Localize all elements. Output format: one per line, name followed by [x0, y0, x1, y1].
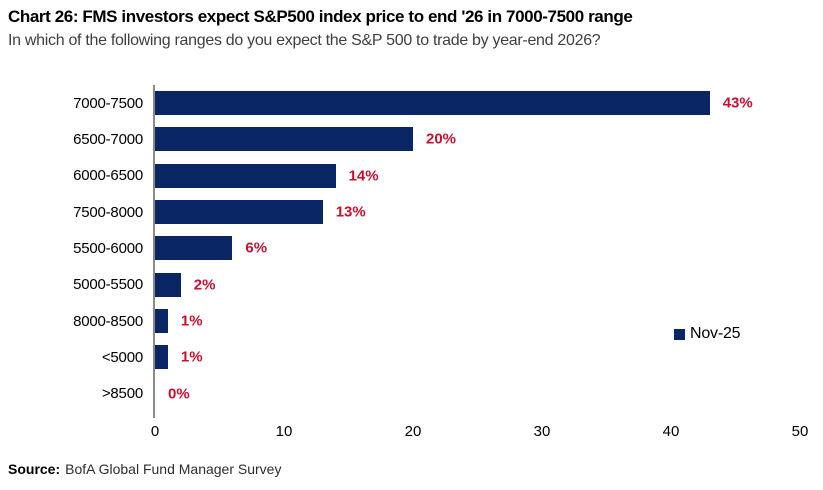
bar: [155, 91, 710, 116]
category-label: 5000-5500: [73, 276, 143, 294]
bar: [155, 236, 233, 261]
category-label: 6500-7000: [73, 130, 143, 148]
bar-track: 14%: [155, 163, 823, 188]
x-tick-label: 10: [275, 423, 293, 440]
chart-subtitle: In which of the following ranges do you …: [8, 32, 601, 49]
value-label: 6%: [245, 239, 268, 257]
bar-rows: 7000-7500 43% 6500-7000 20% 6000-6500 14% 7500…: [0, 85, 823, 412]
category-label: 7500-8000: [73, 203, 143, 221]
bar-track: 43%: [155, 91, 823, 116]
value-label: 14%: [348, 167, 379, 185]
value-label: 1%: [180, 312, 203, 330]
category-label: 8000-8500: [73, 312, 143, 330]
bar-row: 7000-7500 43%: [0, 85, 823, 121]
category-label: 5500-6000: [73, 239, 143, 257]
bar-track: 6%: [155, 236, 823, 261]
x-tick-label: 50: [791, 423, 809, 440]
x-tick-label: 0: [150, 423, 160, 440]
legend: Nov-25: [674, 325, 741, 343]
bar: [155, 127, 413, 152]
bar: [155, 163, 336, 188]
bar-track: 2%: [155, 272, 823, 297]
chart-title: Chart 26: FMS investors expect S&P500 in…: [8, 7, 633, 26]
bar-row: 5500-6000 6%: [0, 230, 823, 266]
legend-label: Nov-25: [690, 325, 741, 342]
category-label: >8500: [101, 385, 143, 403]
bar-row: <5000 1%: [0, 339, 823, 375]
legend-swatch-icon: [674, 328, 685, 340]
bar-row: 6000-6500 14%: [0, 158, 823, 194]
value-label: 13%: [335, 203, 366, 221]
value-label: 2%: [193, 276, 216, 294]
bar-row: 8000-8500 1%: [0, 303, 823, 339]
category-label: 7000-7500: [73, 94, 143, 112]
bar: [155, 200, 323, 225]
x-tick-label: 30: [533, 423, 551, 440]
source-text: BofA Global Fund Manager Survey: [65, 461, 282, 477]
bar-track: 20%: [155, 127, 823, 152]
x-tick-label: 40: [662, 423, 680, 440]
bar: [155, 345, 168, 370]
source-label: Source:: [8, 461, 61, 477]
source-note: Source: BofA Global Fund Manager Survey: [8, 461, 281, 477]
bar-track: 1%: [155, 309, 823, 334]
category-label: 6000-6500: [73, 167, 143, 185]
value-label: 0%: [168, 385, 190, 403]
bar-track: 13%: [155, 200, 823, 225]
plot-area: 7000-7500 43% 6500-7000 20% 6000-6500 14% 7500…: [0, 85, 823, 455]
y-axis-line: [153, 85, 155, 418]
value-label: 20%: [426, 130, 457, 148]
bar-row: 5000-5500 2%: [0, 267, 823, 303]
bar-row: 7500-8000 13%: [0, 194, 823, 230]
bar: [155, 309, 168, 334]
category-label: <5000: [101, 348, 143, 366]
value-label: 1%: [180, 348, 203, 366]
bar: [155, 272, 181, 297]
bar-track: 1%: [155, 345, 823, 370]
value-label: 43%: [722, 94, 753, 112]
x-tick-label: 20: [404, 423, 422, 440]
bar-row: >8500 0%: [0, 376, 823, 412]
bar-track: 0%: [155, 382, 823, 406]
bar-row: 6500-7000 20%: [0, 121, 823, 157]
